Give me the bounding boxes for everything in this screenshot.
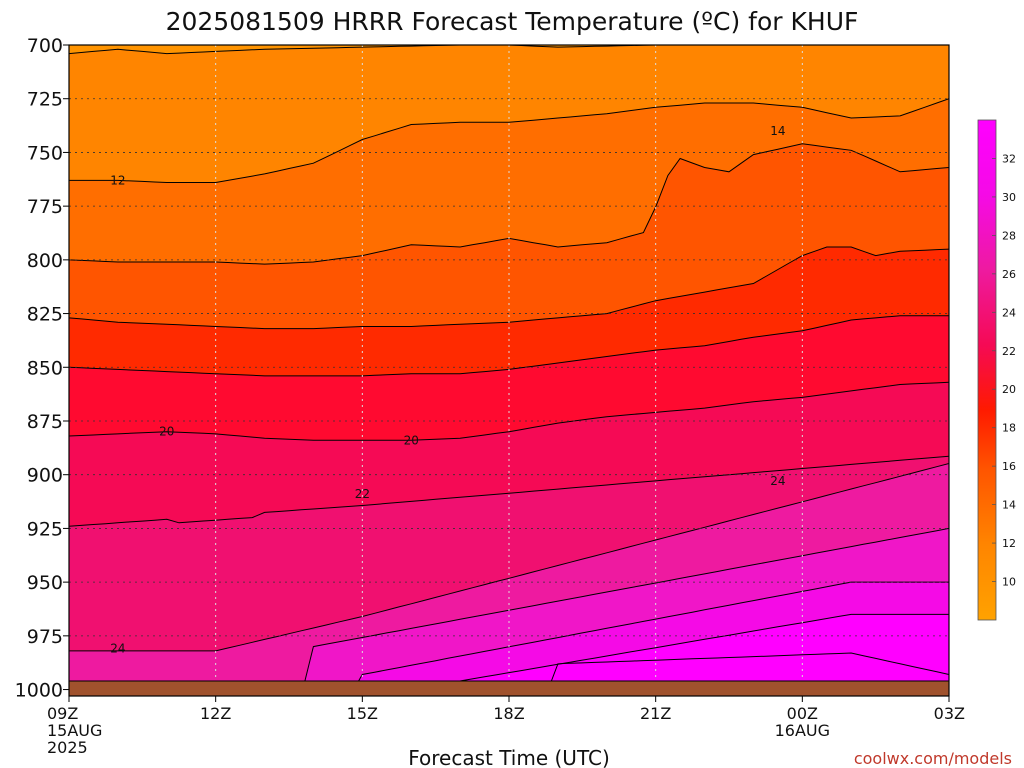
colorbar-tick-label: 32 [1002,152,1016,165]
y-tick-label: 775 [27,196,63,218]
y-tick-label: 1000 [15,680,63,702]
colorbar-tick-label: 22 [1002,345,1016,358]
x-tick-date: 16AUG [775,721,830,740]
colorbar-tick-label: 12 [1002,537,1016,550]
x-tick-label: 18Z [493,704,524,723]
contour-line [69,652,949,696]
y-tick-label: 700 [27,35,63,57]
colorbar-tick-label: 14 [1002,499,1016,512]
colorbar: 10 12 14 16 18 20 22 24 26 28 30 32 [977,119,1016,621]
colorbar-tick-label: 28 [1002,229,1016,242]
ground-surface [69,680,949,696]
temperature-band [69,143,949,329]
contour-line [69,381,949,441]
x-axis-label: Forecast Time (UTC) [408,746,610,768]
colorbar-tick-label: 16 [1002,460,1016,473]
temperature-band [69,456,949,651]
y-tick-label: 875 [27,411,63,433]
temperature-band [69,98,949,265]
colorbar-tick-label: 24 [1002,306,1016,319]
x-tick-label: 12Z [200,704,231,723]
chart-title: 2025081509 HRRR Forecast Temperature (ºC… [166,7,859,36]
contour-label: 14 [770,124,785,138]
y-tick-label: 825 [27,304,63,326]
temperature-band [69,614,949,696]
y-axis: 700 725 750 775 800 825 850 875 900 925 950 975 1000 [15,35,69,702]
temperature-band [69,45,949,183]
ground-layer [69,680,949,696]
colorbar-tick-label: 26 [1002,268,1016,281]
colorbar-gradient [977,119,997,621]
colorbar-ticks: 10 12 14 16 18 20 22 24 26 28 30 32 [992,152,1016,589]
y-tick-label: 850 [27,357,63,379]
plot-area [69,45,949,696]
contour-line [69,98,949,183]
x-tick-label: 15Z [347,704,378,723]
x-tick-label: 21Z [640,704,671,723]
y-tick-label: 950 [27,572,63,594]
colorbar-tick-label: 10 [1002,576,1016,589]
x-tick-date: 15AUG [47,721,102,740]
colorbar-tick-label: 20 [1002,383,1016,396]
y-tick-label: 725 [27,89,63,111]
x-tick-label: 03Z [934,704,965,723]
y-tick-label: 900 [27,465,63,487]
temperature-band [69,528,949,696]
temperature-band [69,45,949,54]
contour-label: 20 [404,433,419,447]
y-tick-label: 975 [27,626,63,648]
credit-text: coolwx.com/models [854,749,1012,768]
contour-labels: 12 14 20 20 22 24 24 [110,124,785,656]
x-tick-label: 09Z [47,704,78,723]
contour-label: 12 [110,173,125,187]
colorbar-tick-label: 18 [1002,422,1016,435]
contour-label: 20 [159,425,174,439]
contour-label: 24 [110,642,125,656]
x-tick-label: 00Z [787,704,818,723]
temperature-band [69,247,949,376]
y-tick-label: 800 [27,250,63,272]
contour-label: 24 [770,474,785,488]
y-tick-label: 750 [27,142,63,164]
x-tick-year: 2025 [47,738,88,757]
temperature-band [69,582,949,696]
contour-label: 22 [355,487,370,501]
y-tick-label: 925 [27,518,63,540]
colorbar-tick-label: 30 [1002,191,1016,204]
temperature-band [69,315,949,441]
